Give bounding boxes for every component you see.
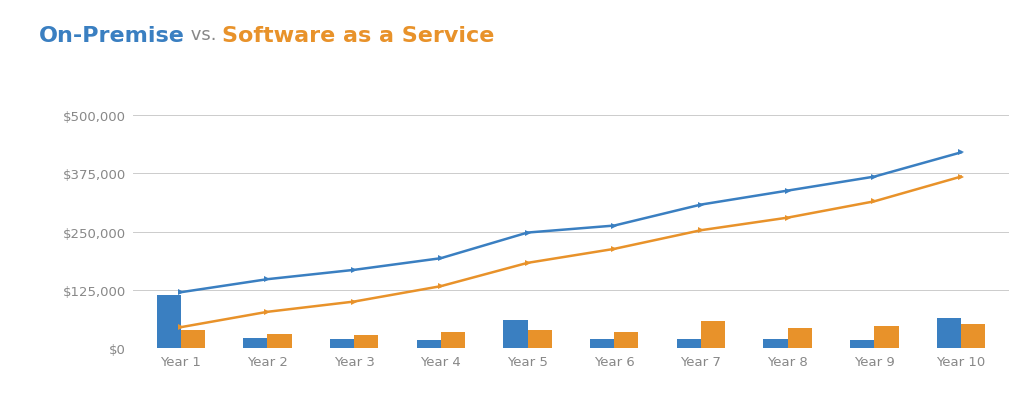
Bar: [700, 321, 725, 348]
Text: vs.: vs.: [184, 26, 222, 44]
Bar: [181, 330, 205, 348]
Bar: [527, 330, 552, 348]
Bar: [267, 335, 292, 348]
Bar: [157, 295, 181, 348]
Bar: [850, 340, 874, 348]
Bar: [787, 328, 812, 348]
Bar: [677, 339, 700, 348]
Bar: [614, 332, 639, 348]
Bar: [417, 340, 441, 348]
Bar: [937, 318, 961, 348]
Bar: [244, 338, 267, 348]
Text: On-Premise: On-Premise: [39, 26, 184, 46]
Bar: [354, 335, 379, 348]
Text: Software as a Service: Software as a Service: [222, 26, 495, 46]
Bar: [874, 326, 898, 348]
Bar: [330, 339, 354, 348]
Bar: [961, 324, 985, 348]
Bar: [590, 339, 614, 348]
Bar: [503, 320, 527, 348]
Bar: [763, 339, 787, 348]
Bar: [441, 332, 465, 348]
